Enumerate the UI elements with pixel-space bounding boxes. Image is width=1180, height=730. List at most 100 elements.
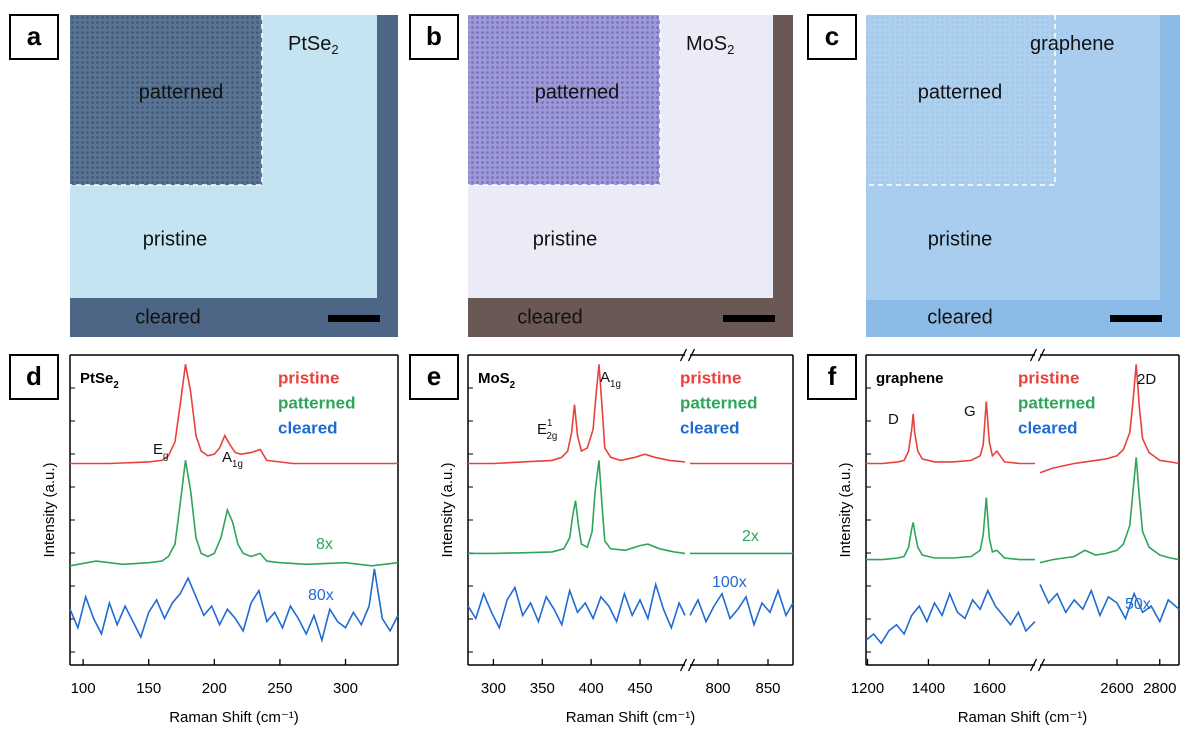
x-tick-label: 200 <box>202 680 227 697</box>
panel-label-box <box>409 354 459 400</box>
panel-label: f <box>828 361 837 391</box>
peak-label: G <box>964 403 976 420</box>
peak-label-sup: 1 <box>547 418 552 429</box>
panel-label-box <box>807 14 857 60</box>
x-tick-label: 1600 <box>973 680 1006 697</box>
panel-label-box <box>807 354 857 400</box>
axis-break <box>679 348 696 362</box>
panel-label: e <box>427 361 441 391</box>
panel-label: c <box>825 21 839 51</box>
material-label: MoS2 <box>686 33 734 57</box>
spectrum-line <box>70 364 398 465</box>
region-label: pristine <box>533 228 597 250</box>
x-tick-label: 850 <box>755 680 780 697</box>
peak-label-base: E <box>153 441 163 458</box>
peak-label-base: E <box>537 421 547 438</box>
pattern-outline <box>70 15 263 186</box>
patterned-region <box>468 15 660 185</box>
legend-entry: cleared <box>680 418 740 437</box>
scale-factor-label: 8x <box>316 536 333 553</box>
peak-label-base: A <box>222 449 232 466</box>
panel-label: a <box>27 21 42 51</box>
x-tick-label: 800 <box>705 680 730 697</box>
axis-frame <box>690 354 794 666</box>
material-label-base: MoS <box>686 33 727 55</box>
spectrum-line <box>866 364 1180 474</box>
axis-frame <box>1040 354 1180 666</box>
peak-label-base: G <box>964 403 976 420</box>
region-label: cleared <box>927 306 993 328</box>
x-tick-label: 150 <box>136 680 161 697</box>
x-tick-label: 2800 <box>1143 680 1176 697</box>
axis-break <box>679 658 696 672</box>
scale-bar <box>1110 315 1162 322</box>
legend-entry: pristine <box>1018 368 1079 387</box>
peak-label-base: D <box>888 411 899 428</box>
scale-bar <box>328 315 380 322</box>
x-tick-label: 1200 <box>851 680 884 697</box>
spectrum-line <box>468 364 793 465</box>
x-tick-label: 300 <box>333 680 358 697</box>
axis-frame <box>865 354 1035 666</box>
peak-label: A1g <box>222 449 243 470</box>
x-tick-label: 300 <box>481 680 506 697</box>
spectrum-line <box>69 460 399 567</box>
region-label: patterned <box>918 81 1003 103</box>
patterned-region <box>866 15 1055 185</box>
axis-break <box>1029 658 1046 672</box>
cleared-edge <box>1160 15 1180 337</box>
cleared-edge <box>377 15 398 337</box>
axis-frame <box>467 354 685 666</box>
legend-entry: cleared <box>1018 418 1078 437</box>
legend-entry: pristine <box>278 368 339 387</box>
region-label: cleared <box>135 306 201 328</box>
peak-label: Eg <box>153 441 168 462</box>
patterned-region <box>70 15 262 185</box>
sample-label: MoS2 <box>478 370 516 391</box>
pattern-outline <box>866 15 1056 186</box>
x-tick-label: 400 <box>579 680 604 697</box>
material-label: graphene <box>1030 33 1115 55</box>
x-tick-label: 450 <box>628 680 653 697</box>
material-label-sub: 2 <box>727 42 734 57</box>
panel-label-box <box>9 354 59 400</box>
region-label: cleared <box>517 306 583 328</box>
panel-label: d <box>26 361 42 391</box>
panel-label: b <box>426 21 442 51</box>
scale-factor-label: 50x <box>1125 596 1151 613</box>
x-tick-label: 250 <box>267 680 292 697</box>
legend-entry: patterned <box>278 393 355 412</box>
spectrum-line <box>69 568 399 644</box>
sample-label-sub: 2 <box>510 380 516 391</box>
x-tick-label: 2600 <box>1100 680 1133 697</box>
spectrum-line <box>865 584 1180 645</box>
x-tick-label: 1400 <box>912 680 945 697</box>
spectrum-line <box>866 457 1180 564</box>
legend-entry: patterned <box>1018 393 1095 412</box>
cleared-edge <box>773 15 793 337</box>
x-axis-title: Raman Shift (cm⁻¹) <box>169 709 299 726</box>
material-label-base: graphene <box>1030 33 1115 55</box>
material-label-sub: 2 <box>331 42 338 57</box>
material-label: PtSe2 <box>288 33 339 57</box>
panel-label-box <box>9 14 59 60</box>
peak-label-sub: 1g <box>610 379 621 390</box>
x-axis-title: Raman Shift (cm⁻¹) <box>958 709 1088 726</box>
scale-factor-label: 100x <box>712 574 747 591</box>
region-label: pristine <box>143 228 207 250</box>
axis-frame <box>69 354 399 666</box>
axis-break <box>1029 348 1046 362</box>
peak-label-sub: 2g <box>546 431 557 442</box>
material-label-base: PtSe <box>288 33 331 55</box>
peak-label-sub: g <box>163 451 168 462</box>
peak-label-base: A <box>600 369 610 386</box>
region-label: pristine <box>928 228 992 250</box>
peak-label: D <box>888 411 899 428</box>
x-tick-label: 100 <box>71 680 96 697</box>
legend-entry: cleared <box>278 418 338 437</box>
peak-label: 2D <box>1137 371 1156 388</box>
sample-label-base: graphene <box>876 370 944 387</box>
sample-label-base: MoS <box>478 370 510 387</box>
sample-label-sub: 2 <box>113 380 119 391</box>
